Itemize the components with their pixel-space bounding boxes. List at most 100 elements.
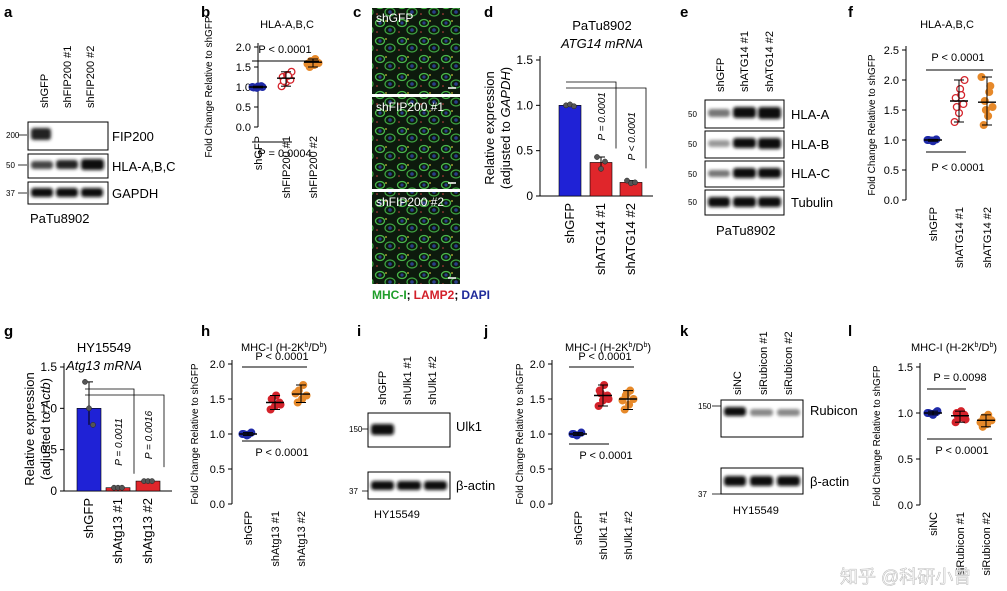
y-tick-label: 0.5 xyxy=(530,464,545,476)
chart-title: MHC-I (H-2Kb/Db) xyxy=(565,342,651,354)
data-point xyxy=(624,177,630,184)
chart-l: MHC-I (H-2Kb/Db) 0.0 0.5 1.0 1.5 Fold Change … xyxy=(872,342,997,576)
p-value: P < 0.0001 xyxy=(931,162,984,174)
sig-bracket xyxy=(85,388,135,474)
p-value: P = 0.0011 xyxy=(114,418,125,466)
watermark: 知乎 @科研小曾 xyxy=(840,567,971,587)
data-point xyxy=(571,103,577,110)
y-tick-label: 0.5 xyxy=(898,454,913,466)
y-tick-label: 1.0 xyxy=(898,408,913,420)
blot-i: shGFP shUlk1 #1 shUlk1 #2 150 37 Ulk1 β-… xyxy=(349,356,495,521)
lane-label: shATG14 #1 xyxy=(739,31,751,92)
data-point xyxy=(602,158,608,165)
cell-line-label: PaTu8902 xyxy=(716,223,776,238)
band-label: HLA-B xyxy=(791,137,829,152)
y-tick-label: 0.0 xyxy=(210,499,225,511)
panel-letter-a: a xyxy=(4,4,13,21)
blot-band xyxy=(56,188,78,197)
band-label: GAPDH xyxy=(112,186,158,201)
x-tick-label: shGFP xyxy=(81,498,96,538)
y-axis-label: Fold Change Relative to shGFP xyxy=(867,54,878,196)
data-point xyxy=(598,165,604,172)
data-point xyxy=(149,478,155,484)
sig-bracket xyxy=(566,87,647,169)
y-axis-label: Fold Change Relative to shGFP xyxy=(190,363,201,505)
band-label: HLA-A xyxy=(791,107,830,122)
band-label: HLA-C xyxy=(791,166,830,181)
p-value: P < 0.0001 xyxy=(255,351,308,363)
chart-title: HLA-A,B,C xyxy=(920,19,974,31)
y-tick-label: 0 xyxy=(50,484,57,498)
band-label: Rubicon xyxy=(810,403,858,418)
y-tick-label: 0.0 xyxy=(898,500,913,512)
y-tick-label: 2.0 xyxy=(210,359,225,371)
cell-line-label: PaTu8902 xyxy=(30,211,90,226)
y-tick-label: 0.5 xyxy=(516,144,533,158)
blot-band xyxy=(81,188,103,197)
y-tick-label: 0.5 xyxy=(236,102,251,114)
mw-marker: 37 xyxy=(349,487,358,496)
p-value: P < 0.0001 xyxy=(935,445,988,457)
y-tick-label: 1.5 xyxy=(516,53,533,67)
x-tick-label: siRubicon #2 xyxy=(981,512,993,576)
y-axis-label: Fold Change Relative to shGFP xyxy=(204,16,215,158)
y-tick-label: 1.5 xyxy=(898,362,913,374)
mw-marker: 200 xyxy=(6,131,20,140)
lane-label: shGFP xyxy=(715,58,727,92)
chart-title: PaTu8902 xyxy=(572,18,632,33)
x-tick-label: shATG14 #2 xyxy=(982,207,994,268)
y-tick-label: 2.5 xyxy=(884,45,899,57)
micrograph-label: shFIP200 #2 xyxy=(376,195,444,209)
y-tick-label: 1.5 xyxy=(40,360,57,374)
p-value: P < 0.0001 xyxy=(579,450,632,462)
blot-band xyxy=(31,161,53,169)
y-tick-label: 1.0 xyxy=(884,135,899,147)
y-tick-label: 0.0 xyxy=(884,195,899,207)
data-point xyxy=(988,102,997,112)
mw-marker: 150 xyxy=(698,402,712,411)
blot-band xyxy=(31,128,51,140)
band-label: Tubulin xyxy=(791,195,833,210)
x-tick-label: shGFP xyxy=(243,511,255,545)
band-label: β-actin xyxy=(456,478,495,493)
lane-label: shGFP xyxy=(377,371,389,405)
x-tick-label: siRubicon #1 xyxy=(955,512,967,576)
y-tick-label: 1.0 xyxy=(210,429,225,441)
panel-letter-b: b xyxy=(201,4,210,21)
y-tick-label: 1.5 xyxy=(236,62,251,74)
lane-label: siRubicon #1 xyxy=(758,331,770,395)
data-point xyxy=(302,391,311,400)
mw-marker: 50 xyxy=(688,198,697,207)
chart-title: MHC-I (H-2Kb/Db) xyxy=(911,342,997,354)
blot-k: siNC siRubicon #1 siRubicon #2 150 37 Ru… xyxy=(698,331,858,517)
x-tick-label: shGFP xyxy=(928,207,940,241)
p-value: P = 0.0016 xyxy=(144,410,155,459)
y-tick-label: 1.5 xyxy=(210,394,225,406)
mw-marker: 50 xyxy=(688,140,697,149)
panel-letter-d: d xyxy=(484,4,493,21)
data-point xyxy=(90,422,96,428)
y-tick-label: 0.5 xyxy=(210,464,225,476)
data-point xyxy=(625,400,634,409)
y-tick-label: 1.0 xyxy=(40,401,57,415)
micrograph-label: shFIP200 #1 xyxy=(376,100,444,114)
blot-band xyxy=(81,159,104,170)
band-label: Ulk1 xyxy=(456,419,482,434)
x-tick-label: shUlk1 #2 xyxy=(623,511,635,560)
x-tick-label: siNC xyxy=(928,512,940,536)
data-point xyxy=(632,179,638,186)
panel-letter-i: i xyxy=(357,323,361,340)
lane-label: shFIP200 #2 xyxy=(85,46,97,108)
y-tick-label: 1.0 xyxy=(236,82,251,94)
x-tick-label: shAtg13 #1 xyxy=(110,498,125,564)
y-axis-label: Fold Change Relative to shGFP xyxy=(872,365,883,507)
lane-label: shFIP200 #1 xyxy=(62,46,74,108)
y-tick-label: 1.5 xyxy=(530,394,545,406)
x-tick-label: shGFP xyxy=(573,511,585,545)
data-point xyxy=(618,396,627,405)
chart-title: MHC-I (H-2Kb/Db) xyxy=(241,342,327,354)
stain-legend: MHC-I; LAMP2; DAPI xyxy=(372,288,490,302)
lane-label: siRubicon #2 xyxy=(783,331,795,395)
sig-bracket xyxy=(566,81,617,149)
